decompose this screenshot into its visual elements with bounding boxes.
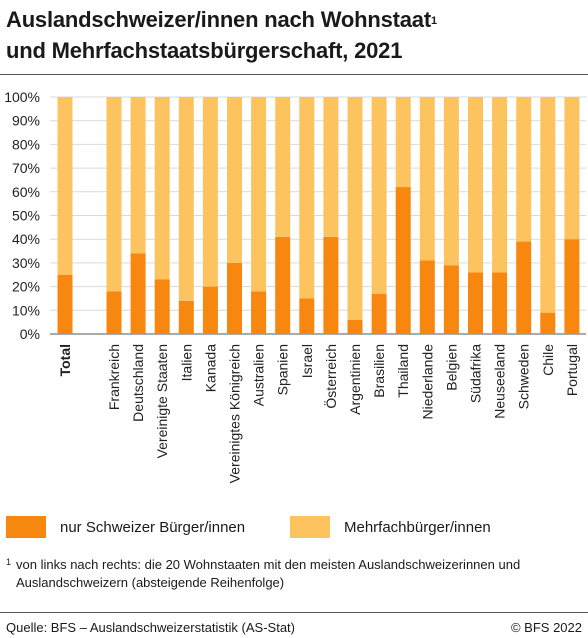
y-tick-label: 90% <box>12 113 40 129</box>
x-tick-label: Australien <box>251 344 267 406</box>
x-tick-label: Portugal <box>564 344 580 396</box>
y-tick-label: 60% <box>12 184 40 200</box>
legend-label-swiss-only: nur Schweizer Bürger/innen <box>60 518 246 536</box>
bar-segment-swiss-only <box>275 236 291 334</box>
bar-segment-swiss-only <box>299 298 315 334</box>
x-tick-label: Neuseeland <box>492 344 508 419</box>
bar-segment-multiple <box>371 97 387 294</box>
bar-segment-multiple <box>251 97 267 292</box>
bar-segment-multiple <box>347 97 363 320</box>
title-footnote-mark: 1 <box>430 15 437 27</box>
x-tick-label: Belgien <box>443 344 459 391</box>
y-tick-label: 20% <box>12 279 40 295</box>
bar-segment-swiss-only <box>323 236 339 334</box>
bar-segment-multiple <box>227 97 242 263</box>
copyright-text: © BFS 2022 <box>510 620 582 635</box>
bar-segment-swiss-only <box>395 187 411 334</box>
legend: nur Schweizer Bürger/innen Mehrfachbürge… <box>0 516 588 542</box>
bar-segment-swiss-only <box>202 286 218 334</box>
x-tick-label: Niederlande <box>419 344 435 420</box>
bar-segment-swiss-only <box>106 291 122 334</box>
bar-segment-swiss-only <box>540 312 556 334</box>
bar-segment-multiple <box>443 97 459 266</box>
bar-segment-multiple <box>516 97 532 242</box>
footnote-text: von links nach rechts: die 20 Wohnstaate… <box>16 557 521 590</box>
legend-swatch-swiss-only <box>6 516 46 538</box>
y-tick-label: 0% <box>20 326 40 342</box>
bar-segment-multiple <box>564 97 580 240</box>
bar-segment-swiss-only <box>516 241 532 334</box>
x-tick-label: Italien <box>178 344 194 381</box>
bar-segment-multiple <box>57 97 73 275</box>
bar-segment-swiss-only <box>227 262 242 334</box>
title-divider <box>0 74 588 75</box>
stacked-bar-chart: 0% 10% 20% 30% 40% 50% 60% 70% 80% 90% 100% Total Fr… <box>4 89 586 483</box>
y-tick-label: 30% <box>12 255 40 271</box>
bar-segment-multiple <box>323 97 339 237</box>
bar-segment-multiple <box>130 97 146 254</box>
bar-segment-swiss-only <box>564 239 580 334</box>
y-tick-label: 50% <box>12 208 40 224</box>
x-tick-label: Israel <box>299 344 315 378</box>
y-tick-label: 10% <box>12 302 40 318</box>
bar-segment-multiple <box>154 97 170 280</box>
bar-segment-swiss-only <box>178 300 194 334</box>
legend-swatch-multiple <box>290 516 330 538</box>
x-tick-label: Österreich <box>322 344 339 409</box>
x-tick-label: Thailand <box>395 344 411 398</box>
x-tick-label: Vereinigte Staaten <box>154 344 170 458</box>
bar-segment-swiss-only <box>443 265 459 334</box>
bar-segment-swiss-only <box>347 319 363 334</box>
x-tick-label: Kanada <box>202 344 218 392</box>
legend-item-multiple: Mehrfachbürger/innen <box>290 516 491 538</box>
bar-segment-swiss-only <box>251 291 267 334</box>
bar-segment-swiss-only <box>57 274 73 334</box>
bar-segment-multiple <box>275 97 291 237</box>
bar-segment-multiple <box>299 97 315 299</box>
x-tick-label: Schweden <box>516 344 532 409</box>
source-text: Quelle: BFS – Auslandschweizerstatistik … <box>6 620 296 635</box>
x-tick-label: Vereinigtes Königreich <box>227 344 243 483</box>
x-tick-label: Südafrika <box>468 344 484 403</box>
title-line-1: Auslandschweizer/innen nach Wohnstaat <box>6 7 431 32</box>
bar-segment-multiple <box>419 97 435 261</box>
bar-segment-swiss-only <box>419 260 435 334</box>
x-tick-label: Frankreich <box>106 344 122 410</box>
bar-segment-swiss-only <box>130 253 146 334</box>
bar-segment-swiss-only <box>154 279 170 334</box>
footnote: 1 von links nach rechts: die 20 Wohnstaa… <box>6 556 576 592</box>
footer-divider <box>0 612 588 613</box>
bar-segment-multiple <box>395 97 411 188</box>
bar-segment-multiple <box>468 97 483 273</box>
footnote-mark: 1 <box>6 557 12 567</box>
x-tick-label: Chile <box>540 344 556 376</box>
x-tick-label: Spanien <box>275 344 291 395</box>
bar-segment-swiss-only <box>371 293 387 334</box>
bar-segment-multiple <box>178 97 194 301</box>
title-line-2: und Mehrfachstaatsbürgerschaft, 2021 <box>6 38 403 63</box>
x-tick-label: Deutschland <box>130 344 146 422</box>
y-tick-label: 80% <box>12 136 40 152</box>
y-tick-label: 100% <box>4 89 40 105</box>
bar-segment-multiple <box>540 97 556 313</box>
x-tick-label: Total <box>57 344 73 376</box>
bar-segment-swiss-only <box>492 272 508 334</box>
x-tick-label: Brasilien <box>371 344 387 398</box>
legend-item-swiss-only: nur Schweizer Bürger/innen <box>6 516 245 538</box>
bar-segment-multiple <box>492 97 508 273</box>
y-tick-label: 70% <box>12 160 40 176</box>
bar-segment-multiple <box>202 97 218 287</box>
bar-segment-multiple <box>106 97 122 292</box>
x-tick-label: Argentinien <box>347 344 363 415</box>
y-tick-label: 40% <box>12 231 40 247</box>
bar-segment-swiss-only <box>468 272 483 334</box>
legend-label-multiple: Mehrfachbürger/innen <box>344 518 491 536</box>
chart-title: Auslandschweizer/innen nach Wohnstaat1 u… <box>6 4 582 66</box>
